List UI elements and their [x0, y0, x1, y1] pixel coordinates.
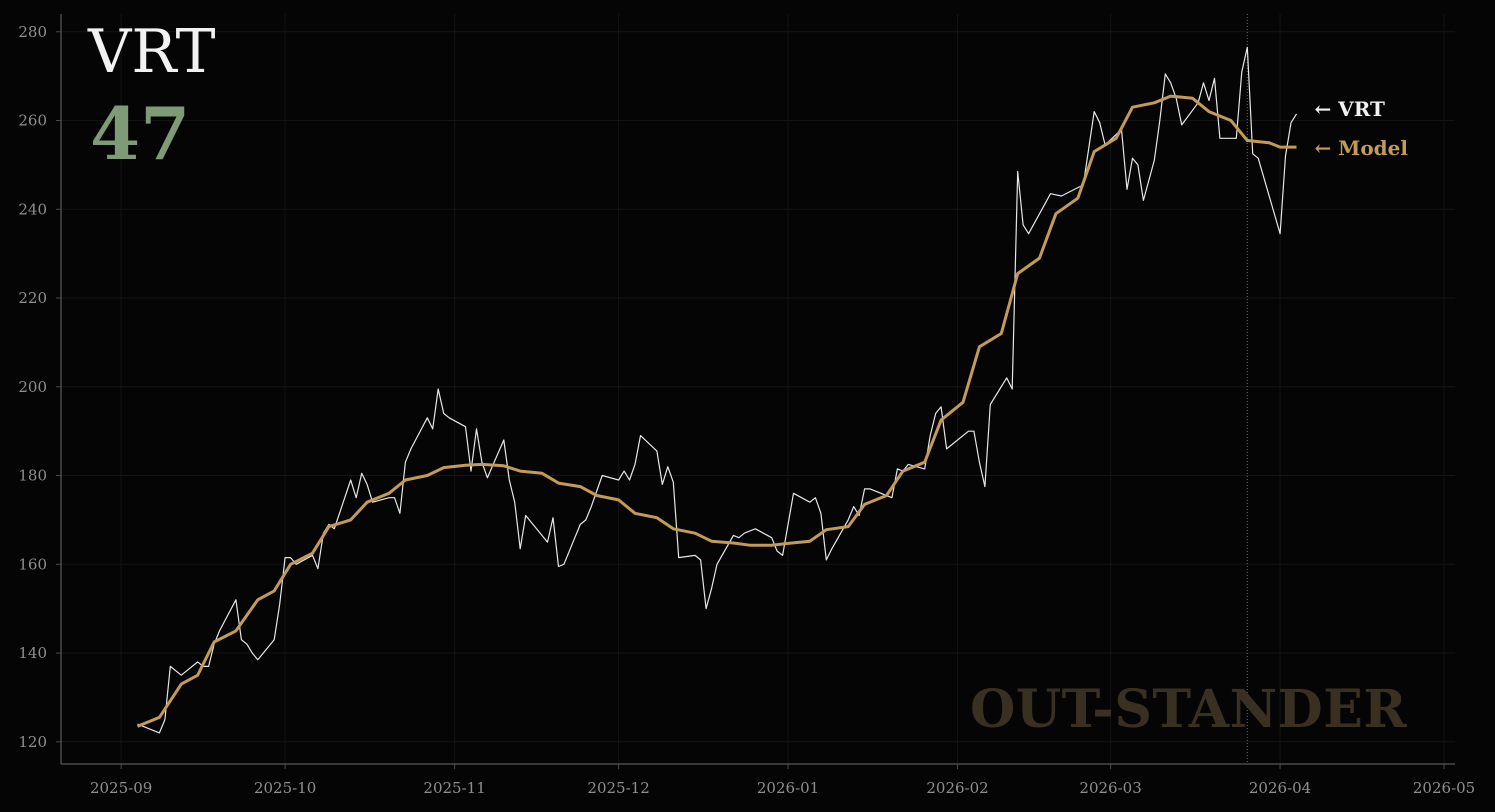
y-tick-label: 260	[18, 112, 47, 130]
y-tick-label: 200	[18, 378, 47, 396]
x-tick-label: 2025-11	[423, 779, 485, 797]
x-tick-label: 2026-03	[1079, 779, 1141, 797]
series-end-label-model: ← Model	[1314, 136, 1408, 160]
series-line-model	[136, 94, 1297, 728]
chart-axes	[60, 14, 1455, 765]
x-tick-label: 2026-04	[1249, 779, 1311, 797]
y-tick-label: 160	[18, 555, 47, 573]
y-tick-label: 120	[18, 733, 47, 751]
y-tick-label: 220	[18, 289, 47, 307]
watermark-logo-text: OUT-STANDER	[970, 679, 1408, 740]
x-tick-label: 2026-05	[1413, 779, 1475, 797]
y-tick-label: 240	[18, 200, 47, 218]
y-tick-label: 280	[18, 23, 47, 41]
x-axis-ticks: 2025-09 2025-10 2025-11 2025-12 2026-01 2026-…	[90, 764, 1475, 797]
y-tick-label: 180	[18, 467, 47, 485]
x-tick-label: 2025-10	[254, 779, 316, 797]
x-tick-label: 2025-12	[587, 779, 649, 797]
score-value: 47	[90, 91, 191, 176]
x-tick-label: 2026-01	[757, 779, 819, 797]
series-end-label-vrt: ← VRT	[1314, 97, 1385, 121]
x-tick-label: 2026-02	[926, 779, 988, 797]
ticker-title: VRT	[88, 17, 216, 87]
y-axis-ticks: 120 140 160 180 200 220 240 260 280	[18, 23, 61, 751]
x-tick-label: 2025-09	[90, 779, 152, 797]
y-tick-label: 140	[18, 644, 47, 662]
